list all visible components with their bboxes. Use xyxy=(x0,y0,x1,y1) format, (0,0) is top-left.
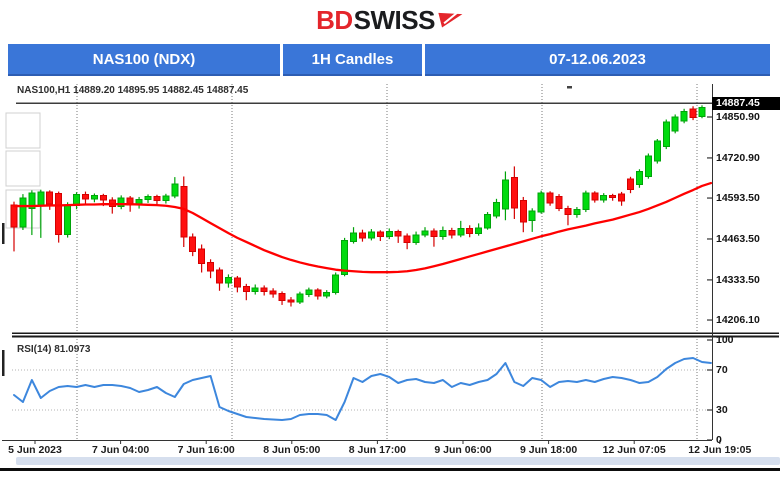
time-axis-label: 5 Jun 2023 xyxy=(8,444,62,456)
header-cell-2: 07-12.06.2023 xyxy=(425,44,770,76)
rsi-axis-label: 30 xyxy=(716,404,728,416)
bdswiss-logo: BD SWISS xyxy=(0,5,780,36)
price-axis-label: 14463.50 xyxy=(716,232,760,245)
time-axis-label: 7 Jun 04:00 xyxy=(91,444,150,456)
rsi-readout: RSI(14) 81.0973 xyxy=(17,344,91,355)
time-axis-label: 9 Jun 06:00 xyxy=(434,444,492,456)
time-axis-label: 9 Jun 18:00 xyxy=(519,444,578,456)
rsi-axis-label: 70 xyxy=(716,364,728,376)
header-cell-0: NAS100 (NDX) xyxy=(8,44,280,76)
time-axis-label: 12 Jun 19:05 xyxy=(688,444,752,456)
window-bottom-border xyxy=(0,468,780,471)
logo-swiss-text: SWISS xyxy=(353,5,436,35)
time-axis-label: 12 Jun 07:05 xyxy=(602,444,666,456)
horizontal-scrollbar[interactable] xyxy=(16,457,780,465)
flag-icon xyxy=(438,11,463,27)
price-axis-label: 14333.50 xyxy=(716,273,760,286)
rsi-axis-label: 0 xyxy=(716,434,722,446)
price-axis-label: 14850.90 xyxy=(716,111,760,123)
price-axis-label: 14593.50 xyxy=(716,192,760,205)
ohlc-readout: NAS100,H1 14889.20 14895.95 14882.45 148… xyxy=(17,85,249,96)
header-cell-1: 1H Candles xyxy=(283,44,422,76)
time-axis-label: 8 Jun 17:00 xyxy=(348,444,406,456)
time-axis-label: 7 Jun 16:00 xyxy=(177,444,235,456)
logo-bd-text: BD xyxy=(316,5,353,35)
price-axis-label: 14206.10 xyxy=(716,314,760,327)
price-axis-label: 14720.90 xyxy=(716,151,760,164)
rsi-axis-label: 100 xyxy=(716,334,734,346)
current-price-tag: 14887.45 xyxy=(712,97,780,110)
time-axis-label: 8 Jun 05:00 xyxy=(263,444,321,456)
chart-info-bar: NAS100 (NDX) 1H Candles 07-12.06.2023 xyxy=(8,44,770,76)
